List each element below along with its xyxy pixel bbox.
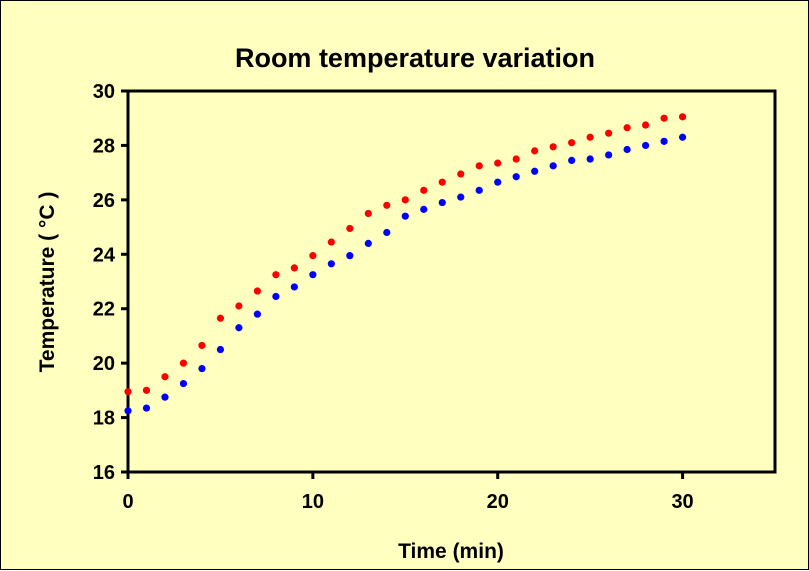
data-point-series-1 xyxy=(605,129,613,137)
data-point-series-1 xyxy=(457,170,465,178)
data-point-series-1 xyxy=(531,147,539,155)
data-point-series-1 xyxy=(660,114,668,122)
data-point-series-2 xyxy=(253,310,261,318)
data-point-series-2 xyxy=(346,252,354,260)
data-point-series-2 xyxy=(568,156,576,164)
data-point-series-1 xyxy=(235,302,243,310)
data-point-series-2 xyxy=(660,137,668,145)
data-point-series-1 xyxy=(420,186,428,194)
y-tick-label: 28 xyxy=(93,135,115,157)
y-axis-label: Temperature ( °C ) xyxy=(36,192,59,373)
data-point-series-2 xyxy=(142,404,151,412)
data-point-series-2 xyxy=(475,186,483,194)
x-tick-label: 10 xyxy=(302,491,324,513)
data-point-series-1 xyxy=(290,264,298,272)
data-point-series-1 xyxy=(401,196,409,204)
data-point-series-1 xyxy=(346,224,354,233)
x-tick-label: 20 xyxy=(487,491,509,513)
data-point-series-2 xyxy=(531,167,539,175)
data-point-series-1 xyxy=(142,386,151,394)
data-point-series-1 xyxy=(364,209,372,218)
y-tick-label: 16 xyxy=(93,462,115,484)
data-point-series-2 xyxy=(216,345,225,354)
data-point-series-1 xyxy=(568,139,576,147)
data-point-series-1 xyxy=(438,178,446,186)
data-point-series-1 xyxy=(623,124,631,132)
data-point-series-1 xyxy=(494,159,502,167)
data-point-series-2 xyxy=(179,379,188,388)
y-tick-label: 18 xyxy=(93,408,115,430)
data-point-series-2 xyxy=(309,271,317,279)
data-point-series-2 xyxy=(512,173,520,181)
data-point-series-1 xyxy=(198,341,206,350)
data-point-series-1 xyxy=(327,238,335,246)
data-point-series-2 xyxy=(494,178,502,186)
data-point-series-1 xyxy=(383,201,391,209)
data-points xyxy=(124,113,687,415)
data-point-series-2 xyxy=(327,260,335,268)
data-point-series-1 xyxy=(586,133,594,141)
x-axis: 0 10 20 30 xyxy=(122,472,694,513)
data-point-series-1 xyxy=(475,162,483,170)
data-point-series-1 xyxy=(161,373,169,381)
x-tick-label: 0 xyxy=(122,491,133,513)
data-point-series-1 xyxy=(253,287,261,295)
data-point-series-2 xyxy=(642,141,650,150)
data-point-series-1 xyxy=(549,143,557,151)
data-point-series-2 xyxy=(586,155,594,163)
y-axis: 16 18 20 22 24 26 28 30 xyxy=(93,81,128,484)
data-point-series-2 xyxy=(549,162,557,170)
data-point-series-2 xyxy=(272,292,280,301)
y-tick-label: 30 xyxy=(93,81,115,103)
data-point-series-2 xyxy=(198,364,206,373)
y-tick-label: 26 xyxy=(93,190,115,212)
data-point-series-2 xyxy=(364,239,372,247)
data-point-series-1 xyxy=(512,155,520,163)
chart-title: Room temperature variation xyxy=(235,43,595,73)
data-point-series-2 xyxy=(457,193,465,201)
x-tick-label: 30 xyxy=(671,491,693,513)
y-tick-label: 22 xyxy=(93,299,115,321)
data-point-series-2 xyxy=(438,198,446,207)
data-point-series-2 xyxy=(678,133,687,141)
data-point-series-2 xyxy=(290,283,298,291)
plot-area xyxy=(126,89,777,474)
data-point-series-2 xyxy=(383,228,391,237)
data-point-series-1 xyxy=(124,388,132,396)
y-tick-label: 24 xyxy=(93,244,116,266)
data-point-series-1 xyxy=(216,314,225,322)
data-point-series-1 xyxy=(272,271,280,279)
x-axis-label: Time (min) xyxy=(398,540,504,563)
data-point-series-2 xyxy=(623,145,631,154)
y-tick-label: 20 xyxy=(93,353,115,375)
data-point-series-2 xyxy=(401,212,409,220)
data-point-series-1 xyxy=(179,359,188,367)
data-point-series-2 xyxy=(124,407,132,415)
data-point-series-2 xyxy=(161,393,169,401)
data-point-series-2 xyxy=(420,205,428,213)
data-point-series-1 xyxy=(642,121,650,129)
data-point-series-2 xyxy=(235,324,243,332)
data-point-series-1 xyxy=(309,252,317,260)
data-point-series-1 xyxy=(678,113,687,121)
data-point-series-2 xyxy=(605,151,613,159)
